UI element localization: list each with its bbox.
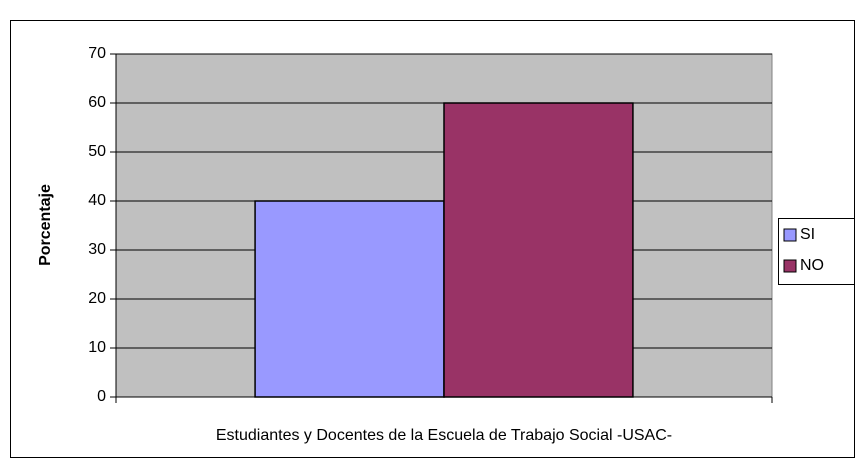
legend-swatch bbox=[783, 259, 797, 273]
y-tick-label: 50 bbox=[88, 143, 106, 160]
x-tick-label: Estudiantes y Docentes de la Escuela de … bbox=[216, 427, 672, 444]
y-tick-label: 60 bbox=[88, 94, 106, 111]
bar bbox=[254, 200, 445, 398]
y-tick-label: 70 bbox=[88, 45, 106, 62]
legend-label: SI bbox=[800, 226, 815, 243]
legend-swatch bbox=[783, 228, 797, 242]
y-tick-label: 20 bbox=[88, 290, 106, 307]
y-axis-label: Porcentaje bbox=[37, 184, 54, 266]
y-tick-label: 10 bbox=[88, 339, 106, 356]
legend-box bbox=[778, 218, 855, 285]
y-tick-label: 30 bbox=[88, 241, 106, 258]
y-tick-label: 40 bbox=[88, 192, 106, 209]
bar bbox=[443, 102, 634, 398]
legend-label: NO bbox=[800, 257, 824, 274]
y-tick-label: 0 bbox=[97, 388, 106, 405]
